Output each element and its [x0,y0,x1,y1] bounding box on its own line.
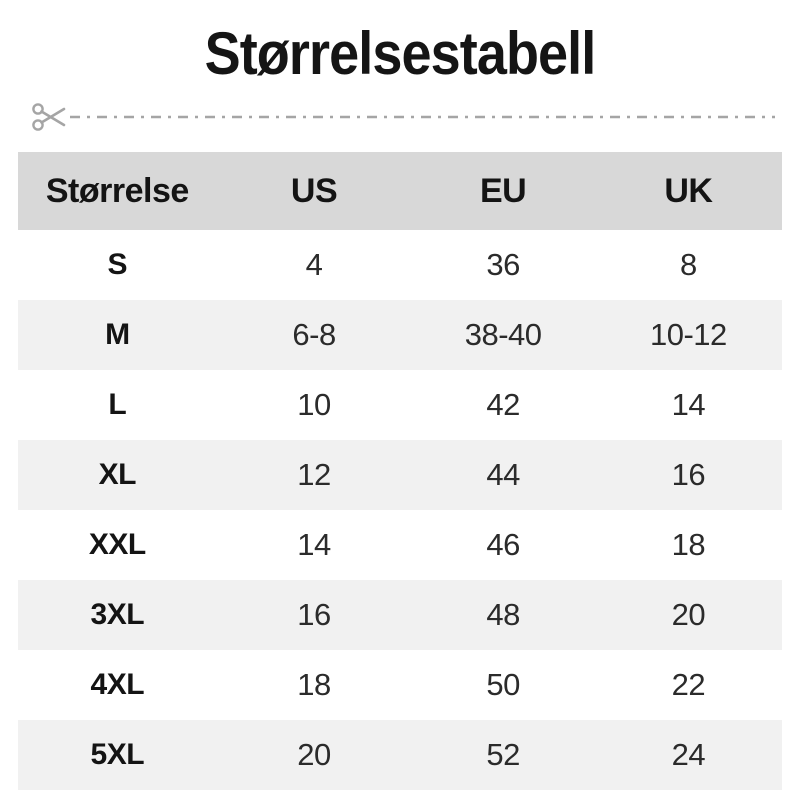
dashed-line [70,115,775,119]
size-table: Størrelse US EU UK S 4 36 8 M 6-8 38-40 10-12 L 1… [18,152,782,790]
size-cell: L [108,388,127,421]
table-row: L 10 42 14 [18,370,782,440]
value-cell: 4 [305,247,323,282]
value-cell: 16 [297,597,331,632]
value-cell: 24 [671,737,706,772]
size-table-body: S 4 36 8 M 6-8 38-40 10-12 L 10 42 14 XL 12 44 16 XXL 14 4… [18,230,782,790]
value-cell: 46 [486,527,520,562]
table-header-row: Størrelse US EU UK [18,152,782,230]
header-cell-us: US [290,171,338,210]
value-cell: 44 [486,457,520,492]
value-cell: 20 [297,737,331,772]
value-cell: 52 [486,737,520,772]
value-cell: 18 [297,667,331,702]
value-cell: 10-12 [650,317,727,352]
value-cell: 50 [486,667,520,702]
size-cell: S [107,248,128,281]
table-row: 5XL 20 52 24 [18,720,782,790]
value-cell: 48 [486,597,520,632]
value-cell: 6-8 [292,317,336,352]
value-cell: 12 [297,457,331,492]
table-row: M 6-8 38-40 10-12 [18,300,782,370]
table-row: XXL 14 46 18 [18,510,782,580]
value-cell: 42 [486,387,520,422]
value-cell: 20 [671,597,706,632]
value-cell: 14 [297,527,331,562]
header-cell-uk: UK [664,171,713,210]
table-row: 4XL 18 50 22 [18,650,782,720]
value-cell: 18 [671,527,706,562]
cut-line [30,98,775,136]
size-cell: 3XL [90,598,145,631]
size-cell: 5XL [90,738,145,771]
scissors-icon [32,103,66,131]
page-title: Størrelsestabell [204,20,597,87]
size-cell: XL [98,458,137,491]
value-cell: 10 [297,387,331,422]
size-cell: 4XL [90,668,145,701]
value-cell: 38-40 [464,317,542,352]
value-cell: 22 [671,667,706,702]
value-cell: 36 [486,247,520,282]
table-row: XL 12 44 16 [18,440,782,510]
size-chart-page: Størrelsestabell Størrelse US EU UK S 4 36… [0,22,800,800]
table-row: 3XL 16 48 20 [18,580,782,650]
table-row: S 4 36 8 [18,230,782,300]
value-cell: 8 [680,247,697,282]
value-cell: 16 [671,457,706,492]
size-cell: XXL [88,528,146,561]
header-cell-size: Størrelse [45,171,189,210]
value-cell: 14 [671,387,706,422]
header-cell-eu: EU [480,171,527,210]
size-cell: M [105,318,130,351]
